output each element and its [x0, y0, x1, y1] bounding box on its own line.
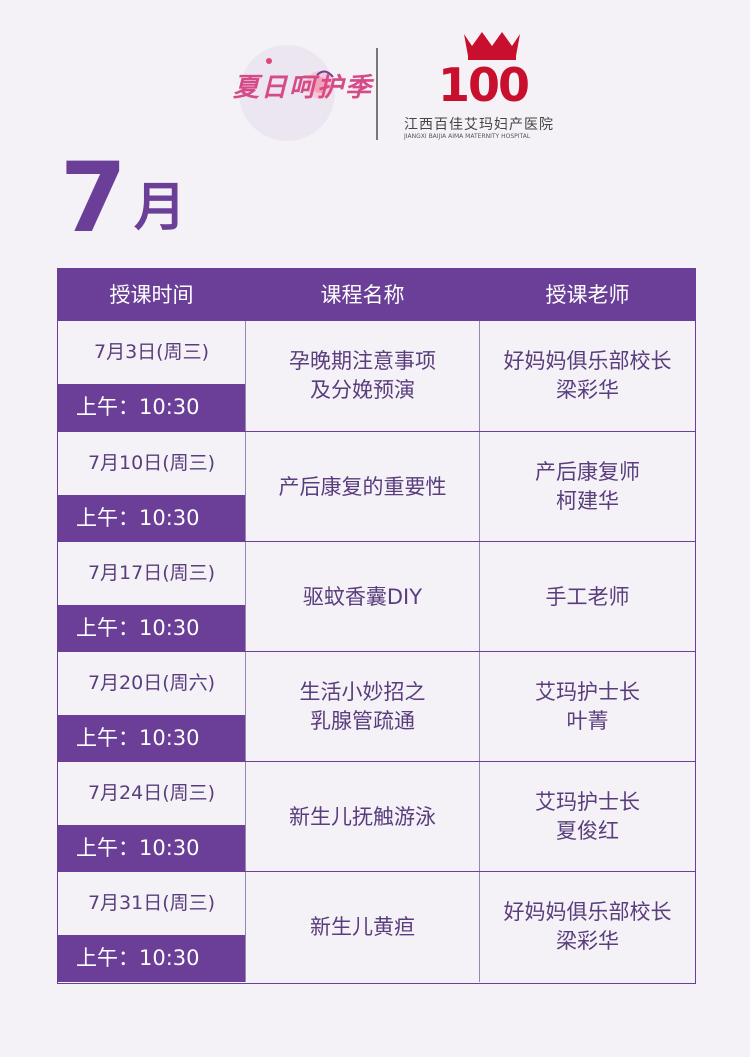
- table-row: 7月20日(周六) 上午：10:30 生活小妙招之 乳腺管疏通 艾玛护士长 叶菁: [58, 651, 695, 762]
- teacher-name-line: 叶菁: [566, 709, 609, 733]
- column-divider: [245, 432, 246, 542]
- course-name: 产后康复的重要性: [246, 432, 479, 542]
- course-name: 驱蚊香囊DIY: [246, 542, 479, 652]
- course-name-line: 乳腺管疏通: [310, 709, 415, 733]
- column-divider: [245, 762, 246, 872]
- column-divider: [479, 872, 480, 982]
- teacher-name-line: 好妈妈俱乐部校长: [503, 349, 672, 373]
- hospital-name-cn: 江西百佳艾玛妇产医院: [404, 117, 554, 133]
- teacher-name: 艾玛护士长 叶菁: [480, 652, 695, 762]
- teacher-name-line: 梁彩华: [556, 378, 619, 402]
- month-number: 7: [60, 142, 127, 254]
- hospital-logo: 100 江西百佳艾玛妇产医院 JIANGXI BAIJIA AIMA MATER…: [392, 28, 592, 140]
- class-time: 上午：10:30: [58, 935, 245, 982]
- column-divider: [479, 321, 480, 431]
- teacher-name: 好妈妈俱乐部校长 梁彩华: [480, 321, 695, 431]
- course-name-line: 孕晚期注意事项: [289, 349, 436, 373]
- teacher-name: 好妈妈俱乐部校长 梁彩华: [480, 872, 695, 982]
- teacher-name-line: 艾玛护士长: [535, 680, 640, 704]
- header-course: 课程名称: [320, 283, 405, 307]
- course-name-line: 生活小妙招之: [299, 680, 426, 704]
- schedule-table: 授课时间 课程名称 授课老师 7月3日(周三) 上午：10:30 孕晚期注意事项 及分…: [57, 268, 696, 984]
- course-name-line: 新生儿黄疸: [310, 914, 415, 939]
- table-row: 7月17日(周三) 上午：10:30 驱蚊香囊DIY 手工老师: [58, 541, 695, 652]
- column-divider: [479, 652, 480, 762]
- class-time: 上午：10:30: [58, 605, 245, 652]
- class-date: 7月3日(周三): [58, 321, 245, 384]
- column-divider: [479, 542, 480, 652]
- column-divider: [245, 652, 246, 762]
- column-divider: [479, 432, 480, 542]
- teacher-name-line: 柯建华: [556, 489, 619, 513]
- hospital-name-en: JIANGXI BAIJIA AIMA MATERNITY HOSPITAL: [404, 133, 531, 140]
- course-name: 孕晚期注意事项 及分娩预演: [246, 321, 479, 431]
- course-name-line: 产后康复的重要性: [278, 474, 447, 499]
- class-date: 7月24日(周三): [58, 762, 245, 825]
- teacher-name-line: 夏俊红: [556, 819, 619, 843]
- teacher-name: 手工老师: [480, 542, 695, 652]
- class-time: 上午：10:30: [58, 384, 245, 431]
- column-divider: [245, 872, 246, 982]
- summer-care-logo: 夏日呵护季: [225, 45, 371, 145]
- class-time: 上午：10:30: [58, 495, 245, 542]
- teacher-name-line: 产后康复师: [535, 460, 640, 484]
- class-date: 7月10日(周三): [58, 432, 245, 495]
- class-date: 7月20日(周六): [58, 652, 245, 715]
- summer-care-logo-graphic: [239, 45, 335, 141]
- teacher-name: 艾玛护士长 夏俊红: [480, 762, 695, 872]
- column-divider: [479, 762, 480, 872]
- class-date: 7月31日(周三): [58, 872, 245, 935]
- course-name-line: 新生儿抚触游泳: [289, 804, 436, 829]
- table-row: 7月24日(周三) 上午：10:30 新生儿抚触游泳 艾玛护士长夏俊红: [58, 761, 695, 872]
- class-date: 7月17日(周三): [58, 542, 245, 605]
- summer-care-logo-text: 夏日呵护季: [233, 73, 374, 103]
- header-teacher: 授课老师: [545, 283, 630, 307]
- column-divider: [245, 321, 246, 431]
- month-title: 7 月: [60, 150, 220, 255]
- class-time: 上午：10:30: [58, 715, 245, 762]
- course-name-line: 驱蚊香囊DIY: [302, 584, 423, 609]
- course-name: 新生儿抚触游泳: [246, 762, 479, 872]
- course-name-line: 及分娩预演: [310, 378, 415, 402]
- teacher-name-line: 手工老师: [545, 584, 630, 609]
- header-time: 授课时间: [109, 283, 194, 307]
- teacher-name: 产后康复师 柯建华: [480, 432, 695, 542]
- teacher-name-line: 艾玛护士长: [535, 790, 640, 814]
- course-name: 生活小妙招之 乳腺管疏通: [246, 652, 479, 762]
- teacher-name-line: 梁彩华: [556, 929, 619, 953]
- teacher-name-line: 好妈妈俱乐部校长: [503, 900, 672, 924]
- crown-icon: [464, 32, 520, 60]
- table-row: 7月3日(周三) 上午：10:30 孕晚期注意事项 及分娩预演 好妈妈俱乐部校长 梁彩华: [58, 321, 695, 431]
- header-divider: [376, 48, 378, 140]
- table-row: 7月31日(周三) 上午：10:30 新生儿黄疸 好妈妈俱乐部校长 梁彩华: [58, 871, 695, 982]
- table-header: 授课时间 课程名称 授课老师: [58, 269, 695, 321]
- table-row: 7月10日(周三) 上午：10:30 产后康复的重要性 产后康复师柯建华: [58, 431, 695, 542]
- month-unit: 月: [134, 178, 187, 238]
- course-name: 新生儿黄疸: [246, 872, 479, 982]
- class-time: 上午：10:30: [58, 825, 245, 872]
- page-header: 夏日呵护季 100 江西百佳艾玛妇产医院 JIANGXI BAIJIA AIMA…: [0, 0, 750, 150]
- hospital-logo-number: 100: [438, 58, 530, 112]
- column-divider: [245, 542, 246, 652]
